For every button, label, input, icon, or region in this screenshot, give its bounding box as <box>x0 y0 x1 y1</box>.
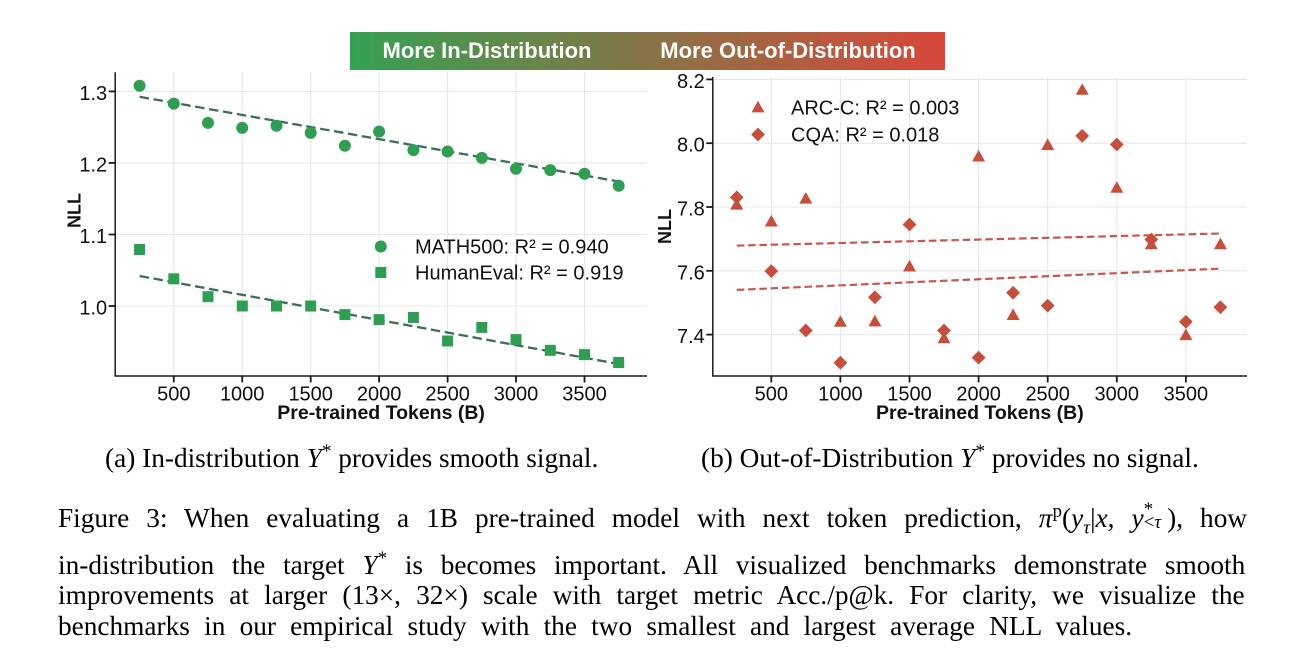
svg-text:8.0: 8.0 <box>677 135 705 157</box>
svg-text:1.2: 1.2 <box>79 154 107 176</box>
svg-text:1.3: 1.3 <box>79 83 107 105</box>
svg-text:2000: 2000 <box>357 384 402 406</box>
svg-text:1000: 1000 <box>220 384 265 406</box>
svg-text:3500: 3500 <box>1164 384 1209 406</box>
svg-text:7.4: 7.4 <box>677 326 705 348</box>
svg-text:3500: 3500 <box>562 384 607 406</box>
svg-text:HumanEval: R² = 0.919: HumanEval: R² = 0.919 <box>415 263 623 285</box>
svg-text:2500: 2500 <box>1025 384 1070 406</box>
svg-text:500: 500 <box>157 384 190 406</box>
svg-text:3000: 3000 <box>494 384 539 406</box>
svg-text:2500: 2500 <box>425 384 470 406</box>
svg-text:1000: 1000 <box>818 384 863 406</box>
svg-text:1.1: 1.1 <box>79 226 107 248</box>
svg-text:7.8: 7.8 <box>677 199 705 221</box>
svg-text:7.6: 7.6 <box>677 262 705 284</box>
svg-text:1.0: 1.0 <box>79 298 107 320</box>
svg-text:Pre-trained Tokens (B): Pre-trained Tokens (B) <box>277 402 485 424</box>
svg-text:MATH500: R² = 0.940: MATH500: R² = 0.940 <box>415 237 609 259</box>
svg-text:500: 500 <box>755 384 788 406</box>
svg-text:1500: 1500 <box>288 384 333 406</box>
svg-text:Pre-trained Tokens (B): Pre-trained Tokens (B) <box>876 402 1084 424</box>
svg-text:ARC-C: R² = 0.003: ARC-C: R² = 0.003 <box>791 98 959 120</box>
svg-text:8.2: 8.2 <box>677 71 705 93</box>
svg-text:1500: 1500 <box>887 384 932 406</box>
svg-text:2000: 2000 <box>956 384 1001 406</box>
svg-text:CQA: R² = 0.018: CQA: R² = 0.018 <box>791 125 939 147</box>
svg-text:3000: 3000 <box>1095 384 1140 406</box>
svg-text:NLL: NLL <box>655 209 675 244</box>
svg-text:NLL: NLL <box>65 193 85 228</box>
